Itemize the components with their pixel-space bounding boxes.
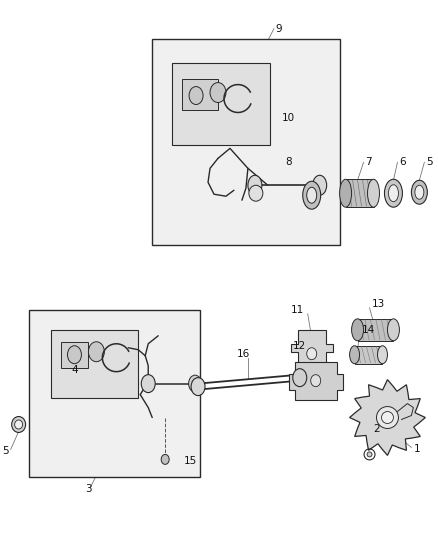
Text: 10: 10 <box>281 114 294 124</box>
Text: 4: 4 <box>72 365 78 375</box>
Polygon shape <box>28 310 200 478</box>
Polygon shape <box>50 330 138 398</box>
Polygon shape <box>152 39 339 245</box>
Text: 8: 8 <box>285 157 291 167</box>
Polygon shape <box>357 319 392 341</box>
Text: 15: 15 <box>184 456 197 466</box>
Ellipse shape <box>302 181 320 209</box>
Polygon shape <box>349 379 424 455</box>
Polygon shape <box>60 342 88 368</box>
Polygon shape <box>182 78 218 110</box>
Text: 9: 9 <box>275 24 282 34</box>
Ellipse shape <box>366 452 371 457</box>
Ellipse shape <box>388 185 398 201</box>
Ellipse shape <box>292 369 306 386</box>
Text: 13: 13 <box>371 299 384 309</box>
Ellipse shape <box>367 179 378 207</box>
Polygon shape <box>290 330 332 364</box>
Ellipse shape <box>191 378 205 395</box>
Ellipse shape <box>209 83 226 102</box>
Ellipse shape <box>306 187 316 203</box>
Ellipse shape <box>188 375 201 392</box>
Ellipse shape <box>306 348 316 360</box>
Polygon shape <box>354 346 381 364</box>
Text: 7: 7 <box>365 157 371 167</box>
Text: 6: 6 <box>399 157 405 167</box>
Ellipse shape <box>384 179 402 207</box>
Text: 11: 11 <box>290 305 303 315</box>
Text: 5: 5 <box>2 447 9 456</box>
Ellipse shape <box>141 375 155 393</box>
Text: 3: 3 <box>85 484 92 494</box>
Ellipse shape <box>339 179 351 207</box>
Text: 14: 14 <box>361 325 374 335</box>
Ellipse shape <box>12 416 25 432</box>
Ellipse shape <box>376 407 398 429</box>
Ellipse shape <box>310 375 320 386</box>
Text: 5: 5 <box>425 157 432 167</box>
Polygon shape <box>288 362 342 400</box>
Ellipse shape <box>377 346 387 364</box>
Text: 16: 16 <box>237 349 250 359</box>
Ellipse shape <box>161 455 169 464</box>
Ellipse shape <box>67 346 81 364</box>
Polygon shape <box>345 179 373 207</box>
Ellipse shape <box>88 342 104 362</box>
Ellipse shape <box>381 411 392 424</box>
Text: 1: 1 <box>413 445 419 455</box>
Ellipse shape <box>351 319 363 341</box>
Ellipse shape <box>387 319 399 341</box>
Ellipse shape <box>14 420 23 429</box>
Polygon shape <box>172 63 269 146</box>
Text: 12: 12 <box>292 341 305 351</box>
Ellipse shape <box>349 346 359 364</box>
Ellipse shape <box>189 86 203 104</box>
Ellipse shape <box>248 185 262 201</box>
Ellipse shape <box>312 175 326 195</box>
Text: 2: 2 <box>373 424 379 434</box>
Ellipse shape <box>247 175 261 195</box>
Ellipse shape <box>410 180 426 204</box>
Ellipse shape <box>414 185 423 199</box>
